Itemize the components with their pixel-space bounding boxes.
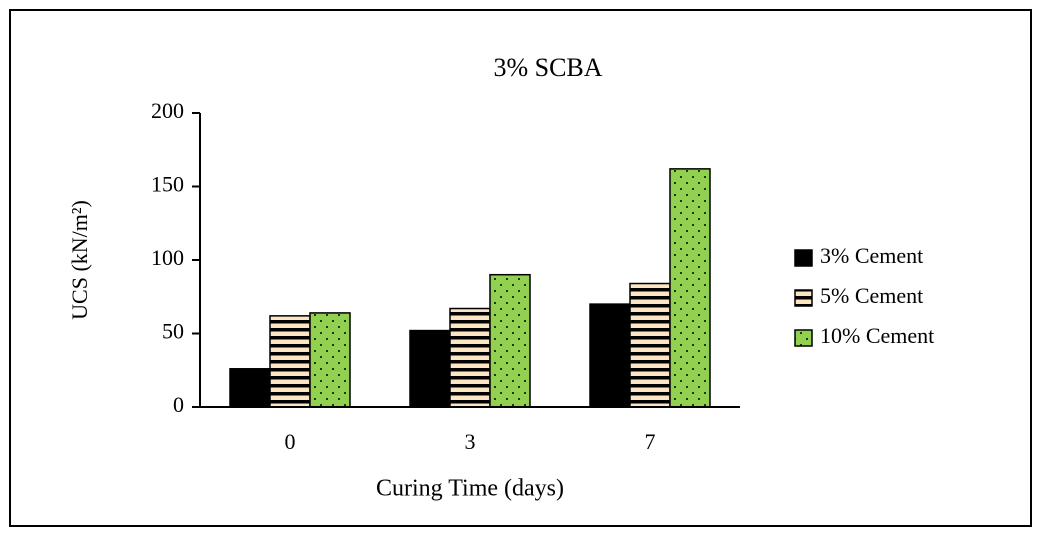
x-tick-label: 0 [285,429,296,454]
legend-swatch [794,289,813,307]
y-tick-label: 100 [151,245,184,270]
x-axis-label: Curing Time (days) [376,476,564,502]
y-tick-label: 150 [151,172,184,197]
y-tick-label: 0 [173,392,184,417]
x-tick-label: 7 [645,429,656,454]
bar [489,273,531,408]
bar [229,368,271,408]
legend-swatch [794,249,813,267]
x-tick-label: 3 [465,429,476,454]
bar [669,168,711,408]
y-tick-label: 50 [162,319,184,344]
bar [629,282,671,408]
bar [269,315,311,408]
y-tick-label: 200 [151,98,184,123]
legend-label: 10% Cement [820,323,934,348]
chart-title: 3% SCBA [493,53,602,82]
bar [409,329,451,408]
legend-label: 3% Cement [820,243,923,268]
legend-label: 5% Cement [820,283,923,308]
bar [449,307,491,408]
frame [9,9,1032,527]
bar [589,303,631,408]
legend-swatch [794,329,813,347]
bar [309,312,351,408]
y-axis-label: UCS (kN/m²) [67,200,92,320]
